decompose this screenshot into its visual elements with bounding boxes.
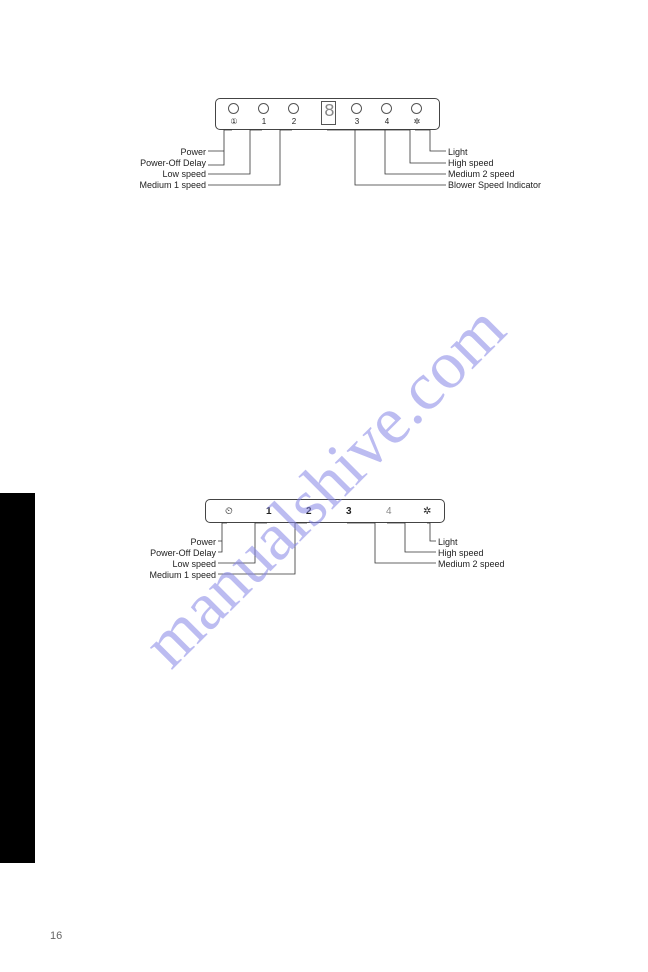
callout-poweroff-top: Power-Off Delay <box>102 158 206 168</box>
btn-light-top <box>411 103 422 114</box>
callout-med1-mid: Medium 1 speed <box>112 570 216 580</box>
label-4: 4 <box>386 506 392 517</box>
clock-icon: ① <box>227 117 241 126</box>
callout-lowspeed-top: Low speed <box>102 169 206 179</box>
callout-med2-top: Medium 2 speed <box>448 169 515 179</box>
callout-med2-mid: Medium 2 speed <box>438 559 505 569</box>
star-light-icon: ✲ <box>423 506 431 517</box>
callout-light-top: Light <box>448 147 468 157</box>
clock-icon: ⏲ <box>225 506 233 517</box>
callout-power-mid: Power <box>112 537 216 547</box>
label-1: 1 <box>266 506 272 517</box>
label-3: 3 <box>350 117 364 126</box>
callout-light-mid: Light <box>438 537 458 547</box>
callout-high-mid: High speed <box>438 548 484 558</box>
callout-poweroff-mid: Power-Off Delay <box>112 548 216 558</box>
watermark: manualshive.com <box>127 289 521 683</box>
callout-high-top: High speed <box>448 158 494 168</box>
callout-lowspeed-mid: Low speed <box>112 559 216 569</box>
label-2: 2 <box>306 506 312 517</box>
panel1-leader-lines <box>0 0 648 260</box>
callout-power-top: Power <box>102 147 206 157</box>
btn-speed1-top <box>258 103 269 114</box>
light-icon: ✲ <box>410 117 424 126</box>
top-control-panel: ① 1 2 3 4 ✲ <box>215 98 440 130</box>
callout-med1-top: Medium 1 speed <box>102 180 206 190</box>
label-3: 3 <box>346 506 352 517</box>
btn-power-top <box>228 103 239 114</box>
middle-control-panel: ⏲ 1 2 3 4 ✲ <box>205 499 445 523</box>
page-number: 16 <box>50 930 62 942</box>
btn-speed3-top <box>351 103 362 114</box>
callout-blower-top: Blower Speed Indicator <box>448 180 541 190</box>
seven-segment-top <box>321 101 336 125</box>
btn-speed2-top <box>288 103 299 114</box>
btn-speed4-top <box>381 103 392 114</box>
side-tab <box>0 493 35 863</box>
label-1: 1 <box>257 117 271 126</box>
label-4: 4 <box>380 117 394 126</box>
label-2: 2 <box>287 117 301 126</box>
